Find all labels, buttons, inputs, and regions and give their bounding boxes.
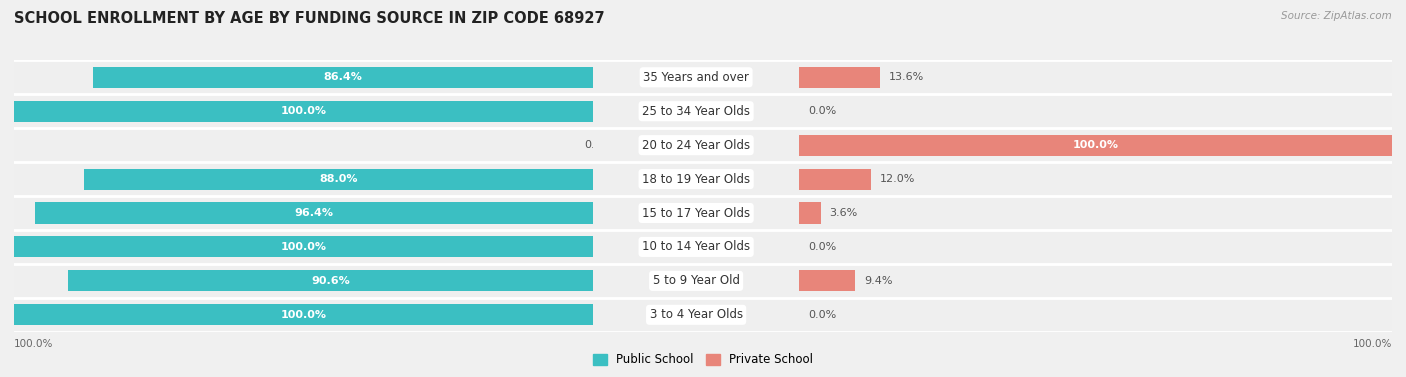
Bar — [593, 94, 800, 128]
Text: 18 to 19 Year Olds: 18 to 19 Year Olds — [643, 173, 751, 185]
Bar — [800, 298, 1392, 332]
Text: 100.0%: 100.0% — [280, 242, 326, 252]
Text: 96.4%: 96.4% — [294, 208, 333, 218]
Bar — [14, 236, 593, 257]
Text: 100.0%: 100.0% — [1353, 339, 1392, 349]
Text: 100.0%: 100.0% — [280, 310, 326, 320]
Bar — [593, 60, 800, 94]
Bar — [593, 264, 800, 298]
Bar — [800, 135, 1392, 156]
Text: 100.0%: 100.0% — [14, 339, 53, 349]
Text: 86.4%: 86.4% — [323, 72, 363, 82]
Text: 3.6%: 3.6% — [830, 208, 858, 218]
Text: 88.0%: 88.0% — [319, 174, 357, 184]
Bar — [83, 169, 593, 190]
Bar — [14, 196, 593, 230]
Text: 20 to 24 Year Olds: 20 to 24 Year Olds — [643, 139, 751, 152]
Bar — [14, 94, 593, 128]
Bar — [14, 162, 593, 196]
Bar — [593, 128, 800, 162]
Text: 0.0%: 0.0% — [808, 242, 837, 252]
Bar — [800, 67, 880, 88]
Bar — [14, 60, 593, 94]
Bar — [800, 169, 870, 190]
Bar — [14, 101, 593, 122]
Bar — [14, 128, 593, 162]
Text: 90.6%: 90.6% — [311, 276, 350, 286]
Bar — [593, 196, 800, 230]
Bar — [800, 94, 1392, 128]
Text: 100.0%: 100.0% — [280, 106, 326, 116]
Bar — [593, 162, 800, 196]
Bar — [69, 270, 593, 291]
Bar — [93, 67, 593, 88]
Bar — [593, 230, 800, 264]
Legend: Public School, Private School: Public School, Private School — [588, 349, 818, 371]
Text: 3 to 4 Year Olds: 3 to 4 Year Olds — [650, 308, 742, 321]
Bar — [800, 162, 1392, 196]
Text: 5 to 9 Year Old: 5 to 9 Year Old — [652, 274, 740, 287]
Bar — [800, 60, 1392, 94]
Bar — [14, 304, 593, 325]
Text: 35 Years and over: 35 Years and over — [643, 71, 749, 84]
Text: 100.0%: 100.0% — [1073, 140, 1119, 150]
Text: 15 to 17 Year Olds: 15 to 17 Year Olds — [643, 207, 751, 219]
Bar — [14, 230, 593, 264]
Bar — [14, 264, 593, 298]
Bar — [800, 270, 855, 291]
Text: 0.0%: 0.0% — [808, 106, 837, 116]
Text: 10 to 14 Year Olds: 10 to 14 Year Olds — [643, 241, 751, 253]
Bar — [593, 298, 800, 332]
Bar — [800, 128, 1392, 162]
Bar — [800, 202, 821, 224]
Text: SCHOOL ENROLLMENT BY AGE BY FUNDING SOURCE IN ZIP CODE 68927: SCHOOL ENROLLMENT BY AGE BY FUNDING SOUR… — [14, 11, 605, 26]
Bar — [14, 298, 593, 332]
Bar — [800, 264, 1392, 298]
Text: 25 to 34 Year Olds: 25 to 34 Year Olds — [643, 105, 751, 118]
Text: Source: ZipAtlas.com: Source: ZipAtlas.com — [1281, 11, 1392, 21]
Bar — [35, 202, 593, 224]
Text: 0.0%: 0.0% — [808, 310, 837, 320]
Bar — [800, 230, 1392, 264]
Text: 0.0%: 0.0% — [583, 140, 613, 150]
Text: 12.0%: 12.0% — [879, 174, 915, 184]
Text: 13.6%: 13.6% — [889, 72, 924, 82]
Bar — [800, 196, 1392, 230]
Text: 9.4%: 9.4% — [865, 276, 893, 286]
